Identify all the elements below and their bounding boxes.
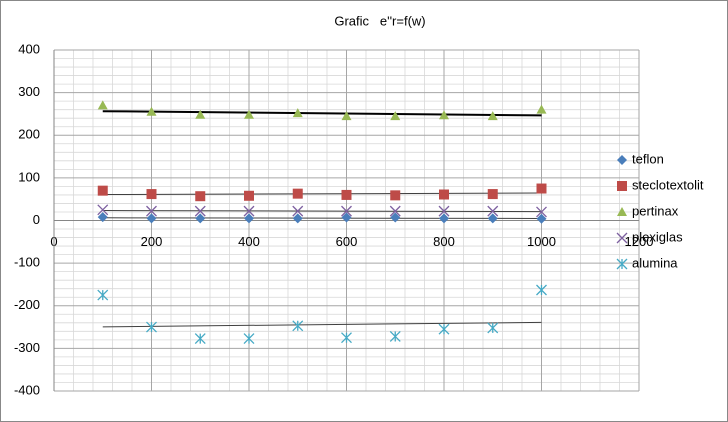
- trendline: [102, 210, 542, 213]
- marker: [390, 111, 401, 121]
- marker: [97, 185, 108, 196]
- y-tick-label: -400: [14, 382, 40, 397]
- marker: [390, 190, 401, 201]
- trendline: [102, 217, 542, 219]
- marker: [536, 206, 547, 218]
- y-tick-label: 300: [18, 84, 40, 99]
- marker: [146, 106, 157, 116]
- marker: [146, 189, 157, 200]
- x-tick-label: 400: [238, 234, 260, 249]
- marker: [536, 183, 547, 194]
- y-tick-label: 0: [33, 212, 40, 227]
- marker: [536, 284, 547, 296]
- x-tick-label: 600: [336, 234, 358, 249]
- marker: [536, 213, 547, 224]
- marker: [97, 212, 108, 223]
- legend-marker: [616, 232, 628, 244]
- marker: [536, 104, 547, 114]
- marker: [487, 322, 499, 334]
- marker: [438, 323, 450, 335]
- marker: [439, 110, 449, 120]
- marker: [146, 205, 157, 217]
- marker: [389, 330, 401, 342]
- marker: [438, 205, 450, 217]
- marker: [97, 289, 109, 301]
- marker: [487, 111, 498, 121]
- marker: [195, 213, 206, 224]
- marker: [487, 213, 498, 224]
- y-tick-label: -200: [14, 297, 40, 312]
- marker: [244, 190, 254, 201]
- x-tick-label: 1200: [625, 234, 654, 249]
- marker: [341, 111, 352, 121]
- marker: [487, 205, 499, 217]
- trendline: [102, 192, 542, 196]
- marker: [487, 189, 498, 200]
- marker: [146, 213, 157, 224]
- legend-label: pertinax: [632, 203, 679, 218]
- x-tick-label: 200: [141, 234, 163, 249]
- y-tick-label: 100: [18, 169, 40, 184]
- marker: [194, 205, 206, 217]
- legend-marker: [617, 155, 627, 165]
- legend-label: steclotextolit: [632, 177, 704, 192]
- marker: [195, 191, 206, 202]
- marker: [292, 213, 303, 224]
- marker: [439, 189, 449, 200]
- marker: [244, 109, 254, 119]
- marker: [292, 205, 304, 217]
- trendline: [102, 110, 542, 117]
- legend-label: plexiglas: [632, 229, 683, 244]
- marker: [97, 100, 108, 110]
- legend-marker: [617, 207, 627, 216]
- marker: [146, 321, 157, 333]
- marker: [341, 189, 352, 200]
- marker: [439, 213, 449, 224]
- y-tick-label: -300: [14, 340, 40, 355]
- marker: [97, 204, 109, 216]
- marker: [341, 205, 352, 217]
- marker: [243, 205, 255, 217]
- marker: [341, 212, 352, 223]
- legend-label: alumina: [632, 255, 678, 270]
- x-tick-label: 800: [433, 234, 455, 249]
- marker: [194, 333, 206, 345]
- marker: [292, 108, 303, 118]
- legend-marker: [617, 181, 627, 191]
- marker: [292, 188, 303, 199]
- legend-marker: [616, 258, 628, 270]
- marker: [292, 320, 304, 332]
- y-tick-label: 200: [18, 127, 40, 142]
- trendline: [102, 321, 542, 328]
- marker: [195, 109, 206, 119]
- chart-title: Grafic e''r=f(w): [334, 13, 425, 28]
- x-tick-label: 1000: [527, 234, 556, 249]
- marker: [243, 333, 255, 345]
- y-tick-label: -100: [14, 255, 40, 270]
- marker: [244, 213, 254, 224]
- y-tick-label: 400: [18, 41, 40, 56]
- marker: [390, 212, 401, 223]
- legend-label: teflon: [632, 151, 664, 166]
- marker: [389, 205, 401, 217]
- marker: [341, 332, 352, 344]
